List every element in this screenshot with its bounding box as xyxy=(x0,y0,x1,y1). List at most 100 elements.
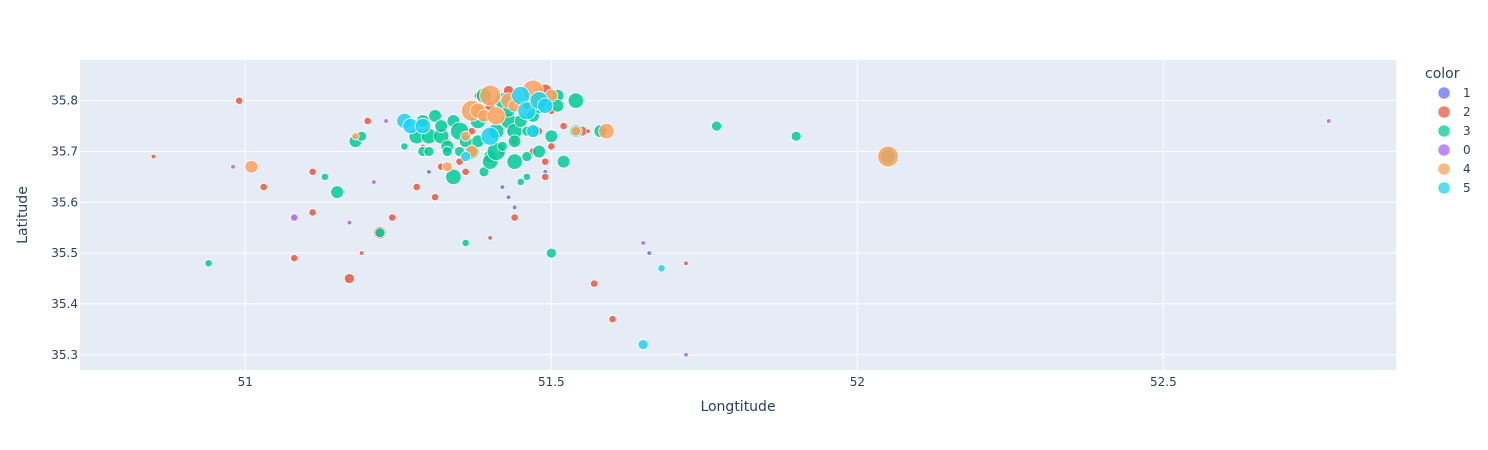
data-point[interactable] xyxy=(711,120,723,132)
data-point[interactable] xyxy=(507,134,522,149)
data-point[interactable] xyxy=(150,153,157,160)
data-point[interactable] xyxy=(434,119,448,133)
data-point[interactable] xyxy=(517,101,537,121)
data-point[interactable] xyxy=(506,153,523,170)
data-point[interactable] xyxy=(559,121,568,131)
data-point[interactable] xyxy=(877,145,899,168)
data-point[interactable] xyxy=(505,194,512,200)
data-point[interactable] xyxy=(235,96,244,105)
data-point[interactable] xyxy=(541,172,550,181)
data-point[interactable] xyxy=(547,142,556,151)
data-point[interactable] xyxy=(445,168,462,186)
legend-item-5[interactable]: 5 xyxy=(1437,181,1471,195)
legend-marker xyxy=(1437,124,1451,138)
legend-marker xyxy=(1437,143,1451,157)
data-point[interactable] xyxy=(544,129,559,144)
x-axis-ticks: 51 51.5 52 52.5 xyxy=(238,375,1177,389)
data-point[interactable] xyxy=(320,172,329,181)
data-point[interactable] xyxy=(460,151,472,163)
data-point[interactable] xyxy=(290,254,299,263)
data-point[interactable] xyxy=(499,184,506,190)
data-point[interactable] xyxy=(1325,118,1332,124)
data-point[interactable] xyxy=(683,260,689,267)
legend-item-2[interactable]: 2 xyxy=(1437,105,1471,119)
legend-item-3[interactable]: 3 xyxy=(1437,124,1471,138)
data-point[interactable] xyxy=(598,122,615,140)
data-point[interactable] xyxy=(383,118,389,124)
legend-marker xyxy=(1437,181,1451,195)
data-point[interactable] xyxy=(412,182,421,192)
legend-item-1[interactable]: 1 xyxy=(1437,86,1471,100)
data-point[interactable] xyxy=(441,146,453,157)
data-point[interactable] xyxy=(567,92,584,109)
data-point[interactable] xyxy=(640,240,646,246)
data-point[interactable] xyxy=(400,142,409,151)
data-point[interactable] xyxy=(683,352,689,358)
data-point[interactable] xyxy=(461,167,470,176)
data-point[interactable] xyxy=(363,116,372,126)
x-tick-label: 52 xyxy=(850,375,865,389)
data-point[interactable] xyxy=(590,279,599,288)
data-point[interactable] xyxy=(537,97,554,114)
data-point[interactable] xyxy=(556,154,571,169)
data-point[interactable] xyxy=(657,264,666,273)
data-point[interactable] xyxy=(358,250,365,256)
data-point[interactable] xyxy=(479,84,501,107)
data-point[interactable] xyxy=(461,238,470,248)
data-point[interactable] xyxy=(330,185,344,199)
data-point[interactable] xyxy=(290,213,299,222)
data-point[interactable] xyxy=(374,227,386,239)
data-point[interactable] xyxy=(646,250,652,256)
data-point[interactable] xyxy=(441,161,453,173)
data-point[interactable] xyxy=(790,130,802,142)
data-point[interactable] xyxy=(346,219,353,226)
data-point[interactable] xyxy=(526,124,540,138)
data-point[interactable] xyxy=(308,208,317,217)
data-point[interactable] xyxy=(414,117,431,135)
data-point[interactable] xyxy=(510,213,519,222)
y-tick-label: 35.4 xyxy=(51,297,78,311)
legend: color 1 2 3 0 4 5 xyxy=(1425,66,1471,195)
data-point[interactable] xyxy=(585,128,591,134)
data-point[interactable] xyxy=(521,151,533,163)
data-point[interactable] xyxy=(371,179,377,185)
data-point[interactable] xyxy=(426,169,432,175)
data-point[interactable] xyxy=(428,109,442,123)
data-point[interactable] xyxy=(511,204,518,211)
data-point[interactable] xyxy=(522,172,531,181)
data-point[interactable] xyxy=(388,213,397,222)
data-point[interactable] xyxy=(486,106,506,126)
data-point[interactable] xyxy=(487,235,493,241)
data-point[interactable] xyxy=(343,273,355,284)
data-points xyxy=(150,79,1332,358)
data-point[interactable] xyxy=(259,182,268,192)
data-point[interactable] xyxy=(430,193,440,202)
x-tick-label: 52.5 xyxy=(1150,375,1177,389)
data-point[interactable] xyxy=(230,163,236,170)
data-point[interactable] xyxy=(637,339,649,351)
data-point[interactable] xyxy=(496,140,508,152)
data-point[interactable] xyxy=(541,157,550,166)
y-tick-label: 35.3 xyxy=(51,348,78,362)
legend-marker xyxy=(1437,105,1451,119)
y-tick-label: 35.7 xyxy=(51,144,78,158)
data-point[interactable] xyxy=(244,159,259,174)
y-tick-label: 35.8 xyxy=(51,94,78,108)
data-point[interactable] xyxy=(308,167,317,176)
data-point[interactable] xyxy=(516,177,525,187)
data-point[interactable] xyxy=(545,247,557,259)
data-point[interactable] xyxy=(460,130,472,142)
data-point[interactable] xyxy=(480,126,500,146)
legend-label: 5 xyxy=(1463,181,1471,195)
y-tick-label: 35.6 xyxy=(51,195,78,209)
data-point[interactable] xyxy=(423,146,435,157)
legend-item-0[interactable]: 0 xyxy=(1437,143,1471,157)
data-point[interactable] xyxy=(570,125,582,137)
data-point[interactable] xyxy=(204,259,213,268)
legend-label: 1 xyxy=(1463,86,1471,100)
legend-item-4[interactable]: 4 xyxy=(1437,162,1471,176)
data-point[interactable] xyxy=(532,144,546,159)
data-point[interactable] xyxy=(608,315,617,324)
data-point[interactable] xyxy=(351,132,360,141)
legend-label: 4 xyxy=(1463,162,1471,176)
